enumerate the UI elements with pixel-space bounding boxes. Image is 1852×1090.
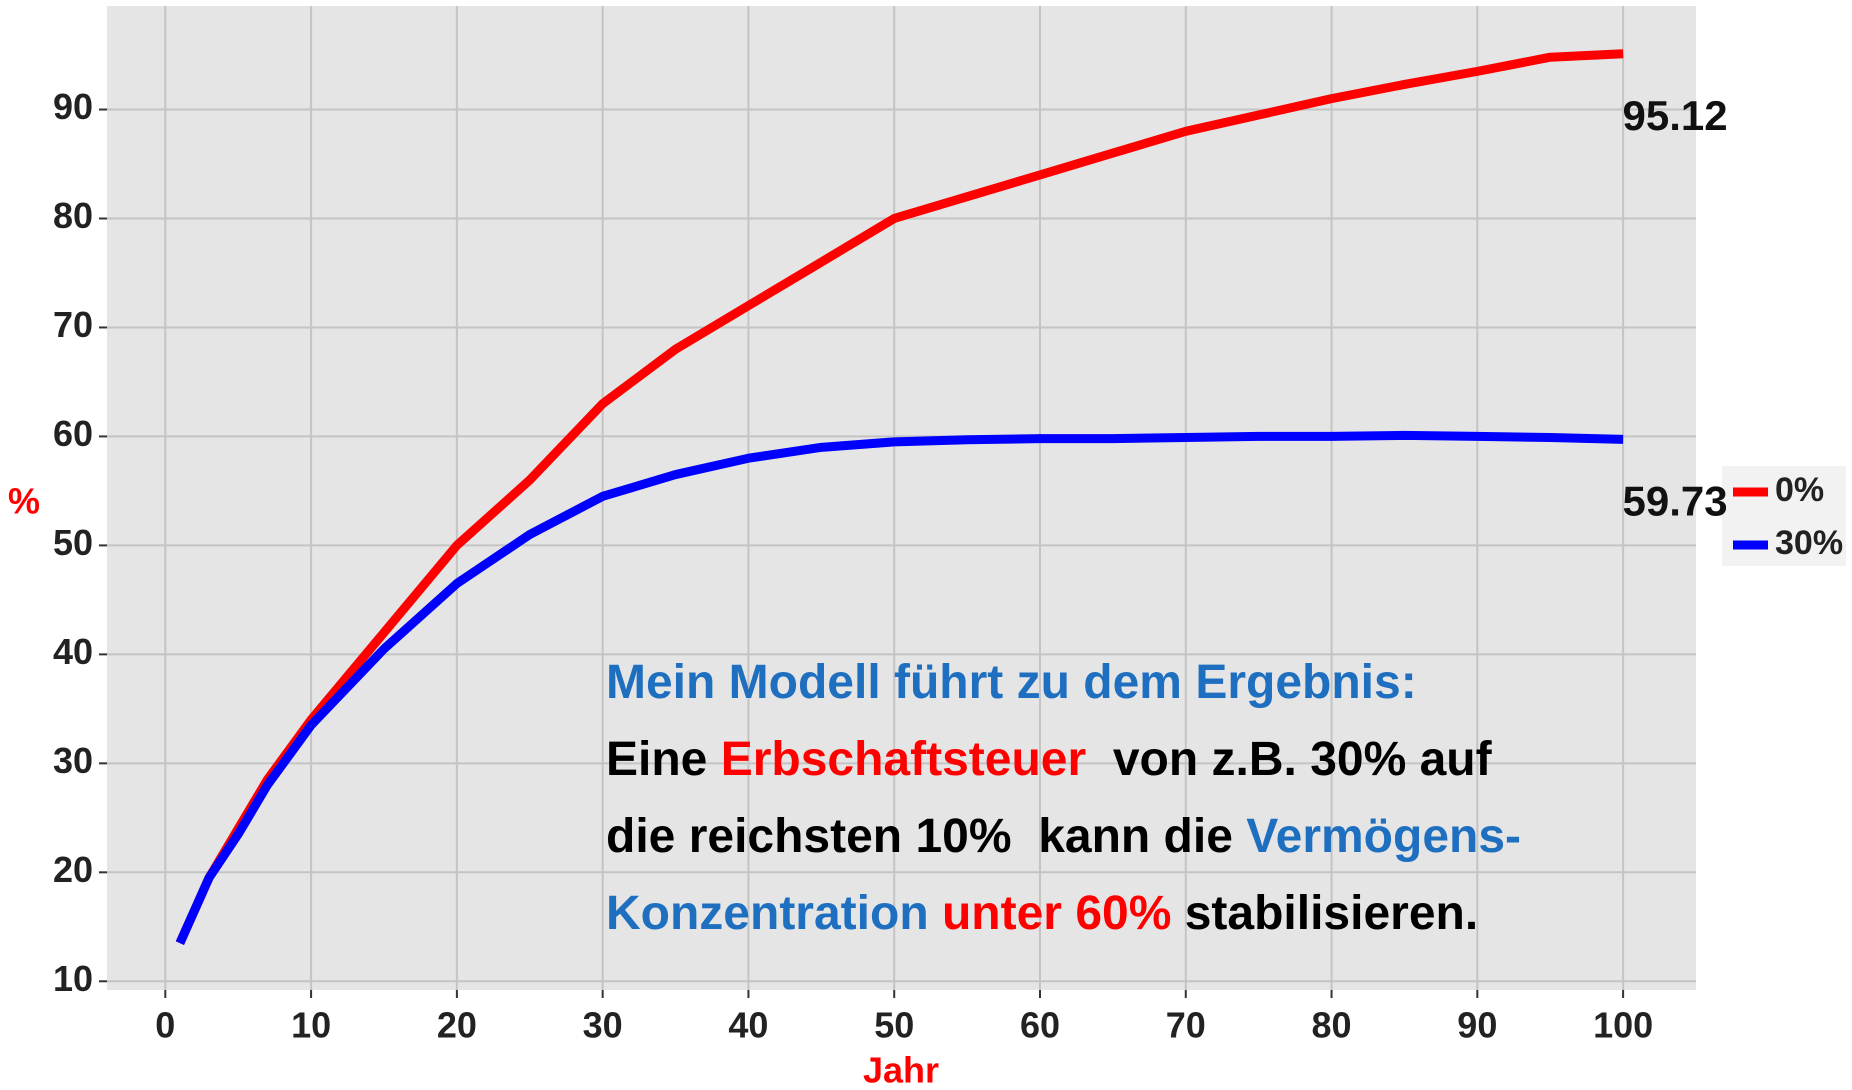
annotation-segment: Eine [606, 733, 721, 786]
y-axis-label: % [8, 481, 40, 522]
x-tick-label: 50 [874, 1005, 914, 1046]
x-tick-label: 70 [1166, 1005, 1206, 1046]
annotation-segment: Erbschaftsteuer [721, 733, 1086, 786]
value-label: 59.73 [1623, 477, 1728, 524]
x-tick-label: 0 [155, 1005, 175, 1046]
x-axis-label: Jahr [863, 1050, 939, 1090]
annotation-segment: Vermögens- [1246, 810, 1521, 863]
annotation-segment: von z.B. 30% auf [1086, 733, 1492, 786]
value-label: 95.12 [1623, 92, 1728, 139]
annotation-segment: unter 60% [942, 887, 1171, 940]
x-tick-label: 100 [1593, 1005, 1653, 1046]
x-tick-label: 30 [583, 1005, 623, 1046]
line-series [175, 430, 1624, 945]
y-tick-label: 20 [53, 849, 93, 890]
annotation-line: Eine Erbschaftsteuer von z.B. 30% auf [606, 733, 1493, 786]
y-tick-label: 70 [53, 304, 93, 345]
annotation-segment: die reichsten 10% kann die [606, 810, 1246, 863]
x-tick-label: 90 [1457, 1005, 1497, 1046]
x-tick-label: 60 [1020, 1005, 1060, 1046]
annotation-segment: Konzentration [606, 887, 942, 940]
x-tick-label: 80 [1312, 1005, 1352, 1046]
annotation-segment: stabilisieren. [1171, 887, 1478, 940]
y-tick-label: 30 [53, 740, 93, 781]
annotation-line: Mein Modell führt zu dem Ergebnis: [606, 656, 1417, 709]
plot-background [107, 6, 1696, 990]
x-tick-label: 20 [437, 1005, 477, 1046]
y-tick-label: 10 [53, 958, 93, 999]
y-tick-label: 50 [53, 522, 93, 563]
legend-label: 30% [1775, 524, 1843, 562]
x-tick-label: 10 [291, 1005, 331, 1046]
y-tick-label: 90 [53, 86, 93, 127]
x-tick-label: 40 [728, 1005, 768, 1046]
y-tick-label: 40 [53, 631, 93, 672]
y-tick-label: 80 [53, 195, 93, 236]
y-tick-label: 60 [53, 413, 93, 454]
annotation-line: die reichsten 10% kann die Vermögens- [606, 810, 1521, 863]
annotation-line: Konzentration unter 60% stabilisieren. [606, 887, 1478, 940]
annotation-segment: Mein Modell führt zu dem Ergebnis: [606, 656, 1417, 709]
legend-label: 0% [1775, 471, 1824, 509]
